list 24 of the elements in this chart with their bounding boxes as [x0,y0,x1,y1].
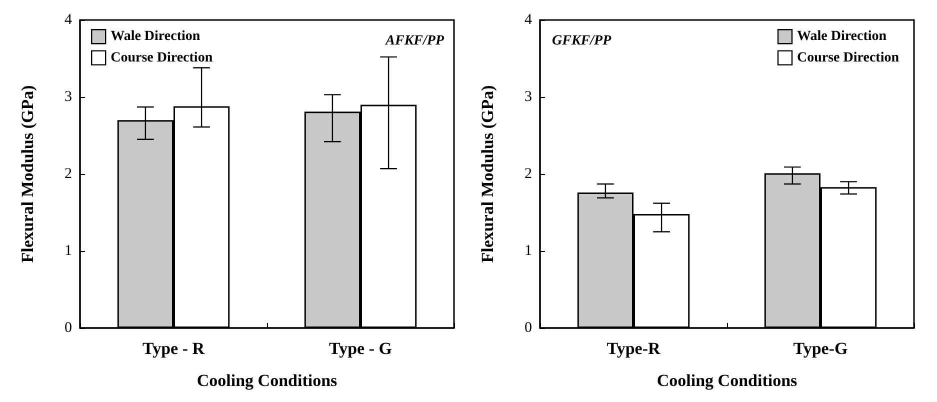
y-axis-title: Flexural Modulus (GPa) [18,85,37,263]
annotation: AFKF/PP [384,34,444,48]
y-tick-label: 0 [524,320,532,336]
x-tick-label: Type-R [606,339,661,358]
legend-label: Course Direction [110,50,213,66]
annotation: GFKF/PP [552,34,612,48]
y-axis-title: Flexural Modulus (GPa) [478,85,497,263]
y-tick-label: 3 [64,89,72,105]
x-tick-label: Type - G [329,339,392,358]
x-tick-label: Type - R [142,339,206,358]
y-tick-label: 3 [524,89,532,105]
y-tick-label: 2 [524,166,532,182]
y-tick-label: 0 [64,320,72,336]
x-tick-label: Type-G [793,339,848,358]
legend-label: Course Direction [797,50,900,66]
x-axis-title: Cooling Conditions [656,371,798,390]
legend-label: Wale Direction [797,29,887,44]
x-axis-title: Cooling Conditions [196,371,338,390]
y-tick-label: 1 [524,243,532,259]
y-tick-label: 4 [524,12,532,28]
legend-label: Wale Direction [110,29,200,44]
y-tick-label: 4 [64,12,72,28]
y-tick-label: 2 [64,166,72,182]
y-tick-label: 1 [64,243,72,259]
